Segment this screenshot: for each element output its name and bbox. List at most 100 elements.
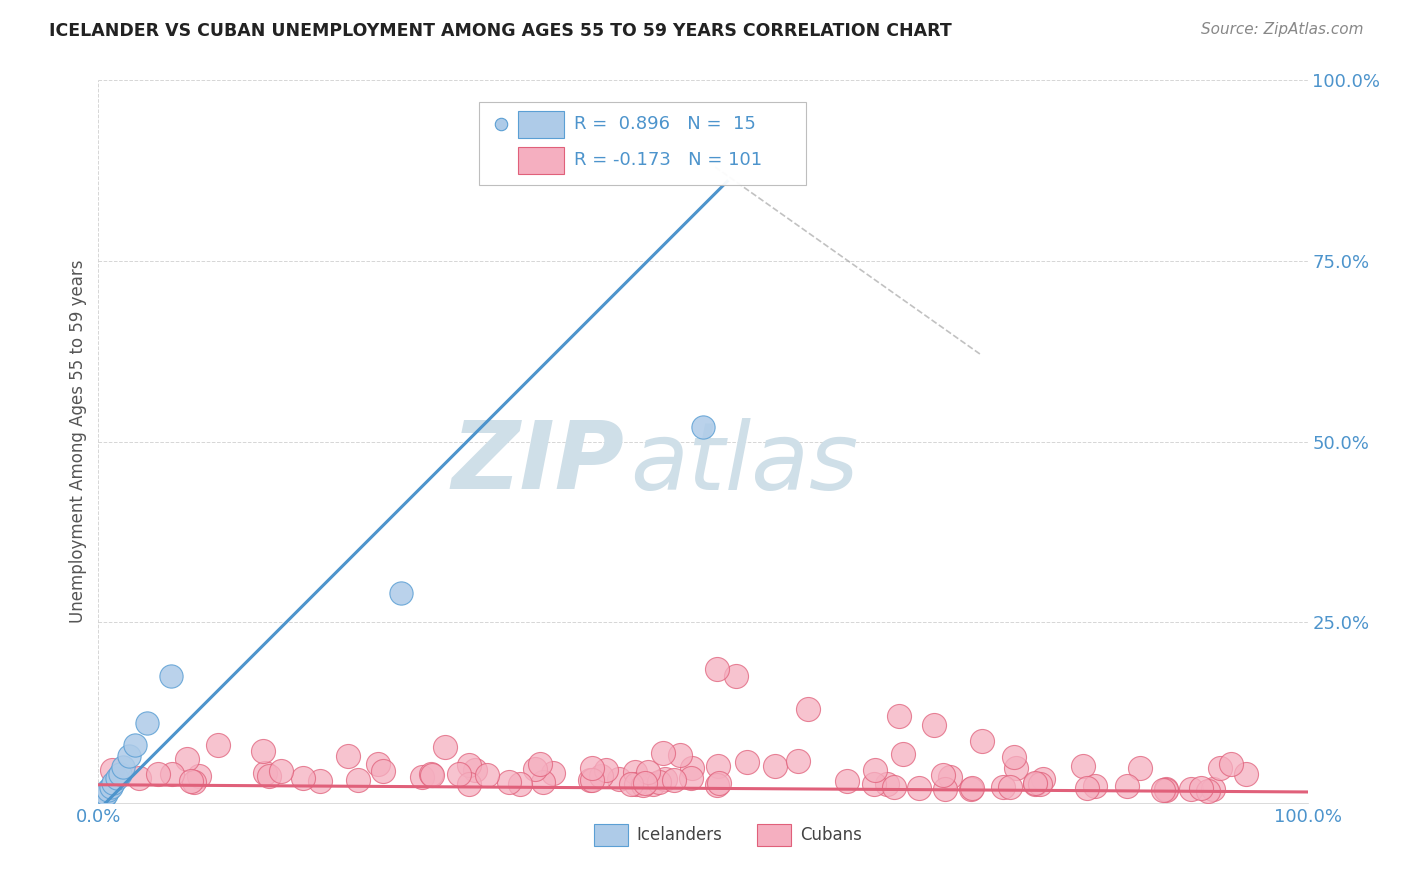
Point — [1219, 757, 1241, 772]
Point — [1180, 782, 1202, 797]
Point — [105, 771, 128, 785]
Bar — [517, 111, 564, 138]
Point — [581, 773, 603, 788]
Point — [862, 777, 884, 791]
Point — [1024, 777, 1046, 791]
Point — [624, 776, 647, 790]
Point — [309, 774, 332, 789]
Point — [1002, 749, 1025, 764]
Point — [91, 792, 114, 806]
Text: atlas: atlas — [630, 417, 859, 508]
Text: R =  0.896   N =  15: R = 0.896 N = 15 — [574, 115, 755, 133]
Point — [176, 752, 198, 766]
Point — [118, 748, 141, 763]
Point — [291, 771, 314, 785]
Point — [991, 780, 1014, 794]
Point — [1129, 760, 1152, 774]
Point — [160, 766, 183, 780]
Point — [259, 769, 281, 783]
Point — [835, 773, 858, 788]
Point — [939, 770, 962, 784]
Point — [1116, 779, 1139, 793]
Point — [509, 777, 531, 791]
Point — [1084, 779, 1107, 793]
Point — [679, 772, 702, 786]
Point — [531, 775, 554, 789]
FancyBboxPatch shape — [479, 102, 806, 185]
Y-axis label: Unemployment Among Ages 55 to 59 years: Unemployment Among Ages 55 to 59 years — [69, 260, 87, 624]
Point — [633, 779, 655, 793]
Point — [475, 768, 498, 782]
Point — [907, 781, 929, 796]
Point — [891, 747, 914, 762]
Point — [101, 763, 124, 777]
Point — [135, 716, 157, 731]
Point — [724, 669, 747, 683]
Point — [1152, 782, 1174, 797]
Point — [97, 782, 120, 797]
Point — [651, 746, 673, 760]
Point — [595, 763, 617, 777]
Point — [648, 775, 671, 789]
Point — [681, 761, 703, 775]
Point — [763, 758, 786, 772]
Point — [579, 772, 602, 787]
Text: Icelanders: Icelanders — [637, 826, 723, 845]
Point — [1005, 760, 1028, 774]
Point — [735, 755, 758, 769]
Point — [1028, 776, 1050, 790]
Bar — [595, 824, 628, 847]
Point — [887, 709, 910, 723]
Text: Source: ZipAtlas.com: Source: ZipAtlas.com — [1201, 22, 1364, 37]
Point — [252, 744, 274, 758]
Point — [389, 586, 412, 600]
Point — [707, 759, 730, 773]
Point — [124, 738, 146, 752]
Point — [589, 769, 612, 783]
Point — [347, 772, 370, 787]
Point — [108, 767, 131, 781]
Point — [692, 420, 714, 434]
Point — [337, 749, 360, 764]
Point — [1032, 772, 1054, 787]
Point — [1154, 783, 1177, 797]
Point — [609, 772, 631, 786]
Text: ICELANDER VS CUBAN UNEMPLOYMENT AMONG AGES 55 TO 59 YEARS CORRELATION CHART: ICELANDER VS CUBAN UNEMPLOYMENT AMONG AG… — [49, 22, 952, 40]
Point — [111, 760, 134, 774]
Point — [464, 764, 486, 778]
Point — [970, 734, 993, 748]
Point — [420, 768, 443, 782]
Point — [449, 767, 471, 781]
Text: R = -0.173   N = 101: R = -0.173 N = 101 — [574, 152, 762, 169]
Point — [1071, 758, 1094, 772]
Point — [706, 662, 728, 676]
Point — [100, 780, 122, 794]
Point — [1156, 781, 1178, 796]
Point — [960, 780, 983, 795]
Point — [207, 739, 229, 753]
Text: Cubans: Cubans — [800, 826, 862, 845]
Point — [160, 669, 183, 683]
Point — [707, 776, 730, 790]
Point — [876, 777, 898, 791]
Point — [433, 740, 456, 755]
Point — [787, 754, 810, 768]
Point — [934, 781, 956, 796]
Point — [706, 778, 728, 792]
Point — [1202, 781, 1225, 796]
Point — [146, 767, 169, 781]
Point — [270, 764, 292, 778]
Bar — [517, 147, 564, 174]
Point — [411, 770, 433, 784]
Point — [620, 777, 643, 791]
Point — [254, 765, 277, 780]
Point — [669, 748, 692, 763]
Point — [1208, 761, 1230, 775]
Point — [959, 781, 981, 796]
Point — [524, 762, 547, 776]
Point — [922, 718, 945, 732]
Point — [1189, 780, 1212, 795]
Point — [541, 766, 564, 780]
Point — [637, 764, 659, 779]
Text: ZIP: ZIP — [451, 417, 624, 509]
